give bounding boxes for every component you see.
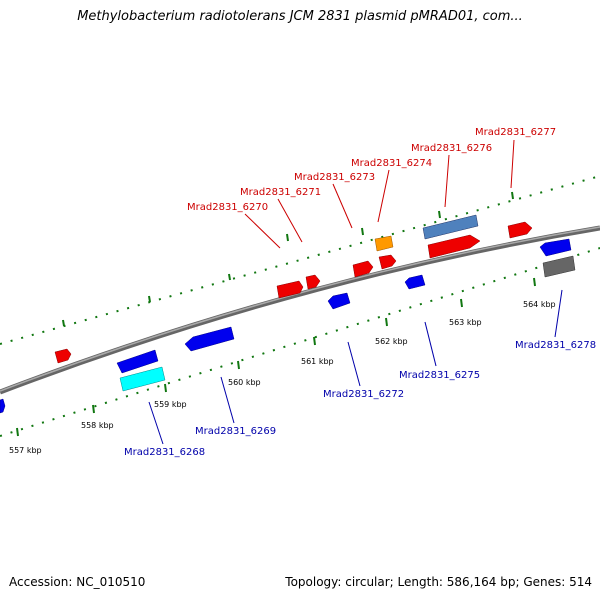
major-tick (511, 191, 514, 200)
forward-label-leaders (244, 139, 515, 249)
reverse-genes (0, 238, 572, 414)
major-ticks (16, 191, 536, 437)
genome-backbone (0, 225, 600, 395)
kbp-label: 558 kbp (81, 421, 114, 430)
major-tick (533, 277, 536, 287)
major-tick (237, 360, 240, 370)
major-tick (92, 404, 95, 414)
major-tick (313, 336, 316, 346)
gene-forward[interactable] (507, 221, 533, 239)
gene-label-reverse[interactable]: Mrad2831_6268 (124, 447, 205, 458)
gene-forward[interactable] (305, 274, 321, 290)
kbp-labels: 557 kbp 558 kbp 559 kbp 560 kbp 561 kbp … (9, 300, 556, 455)
major-tick (62, 319, 65, 327)
gene-reverse[interactable] (327, 292, 351, 310)
major-tick (228, 273, 231, 281)
gene-orange[interactable] (374, 235, 394, 252)
forward-genes (54, 221, 533, 364)
major-tick (148, 295, 151, 303)
kbp-label: 562 kbp (375, 337, 408, 346)
kbp-label: 559 kbp (154, 400, 187, 409)
forward-gene-labels: Mrad2831_6270 Mrad2831_6271 Mrad2831_627… (187, 127, 556, 213)
genome-backbone-highlight (0, 226, 600, 392)
inner-tick-track (0, 247, 600, 437)
gene-label-reverse[interactable]: Mrad2831_6275 (399, 370, 480, 381)
kbp-label: 557 kbp (9, 446, 42, 455)
reverse-label-leaders (148, 289, 563, 445)
kbp-label: 561 kbp (301, 357, 334, 366)
gene-reverse[interactable] (116, 349, 159, 374)
outer-tick-track (0, 175, 600, 345)
gene-label-reverse[interactable]: Mrad2831_6278 (515, 340, 596, 351)
gene-gray[interactable] (542, 255, 576, 278)
accession-text: Accession: NC_010510 (9, 575, 146, 589)
reverse-gene-labels: Mrad2831_6268 Mrad2831_6269 Mrad2831_627… (124, 340, 596, 458)
gene-forward[interactable] (378, 254, 397, 270)
major-tick (164, 383, 167, 393)
gene-reverse[interactable] (184, 326, 235, 352)
gene-label-forward[interactable]: Mrad2831_6271 (240, 187, 321, 198)
kbp-label: 560 kbp (228, 378, 261, 387)
gene-forward[interactable] (427, 234, 481, 259)
kbp-label: 564 kbp (523, 300, 556, 309)
gene-label-reverse[interactable]: Mrad2831_6269 (195, 426, 276, 437)
gene-reverse[interactable] (0, 398, 6, 414)
gene-label-forward[interactable]: Mrad2831_6276 (411, 143, 492, 154)
major-tick (438, 210, 441, 219)
gene-label-forward[interactable]: Mrad2831_6273 (294, 172, 375, 183)
major-tick (361, 227, 364, 236)
gene-label-forward[interactable]: Mrad2831_6270 (187, 202, 268, 213)
major-tick (16, 427, 19, 437)
gene-forward[interactable] (352, 260, 374, 278)
gene-forward[interactable] (276, 280, 304, 299)
major-tick (460, 298, 463, 308)
gene-label-forward[interactable]: Mrad2831_6277 (475, 127, 556, 138)
kbp-label: 563 kbp (449, 318, 482, 327)
gene-label-forward[interactable]: Mrad2831_6274 (351, 158, 432, 169)
gene-cyan[interactable] (119, 366, 166, 392)
major-tick (385, 317, 388, 327)
major-tick (286, 233, 289, 242)
gene-steelblue[interactable] (422, 214, 479, 240)
gene-label-reverse[interactable]: Mrad2831_6272 (323, 389, 404, 400)
gene-forward[interactable] (54, 348, 72, 364)
gene-reverse[interactable] (539, 238, 572, 257)
gene-reverse[interactable] (404, 274, 426, 290)
map-title: Methylobacterium radiotolerans JCM 2831 … (77, 9, 523, 24)
topology-summary: Topology: circular; Length: 586,164 bp; … (285, 575, 592, 589)
